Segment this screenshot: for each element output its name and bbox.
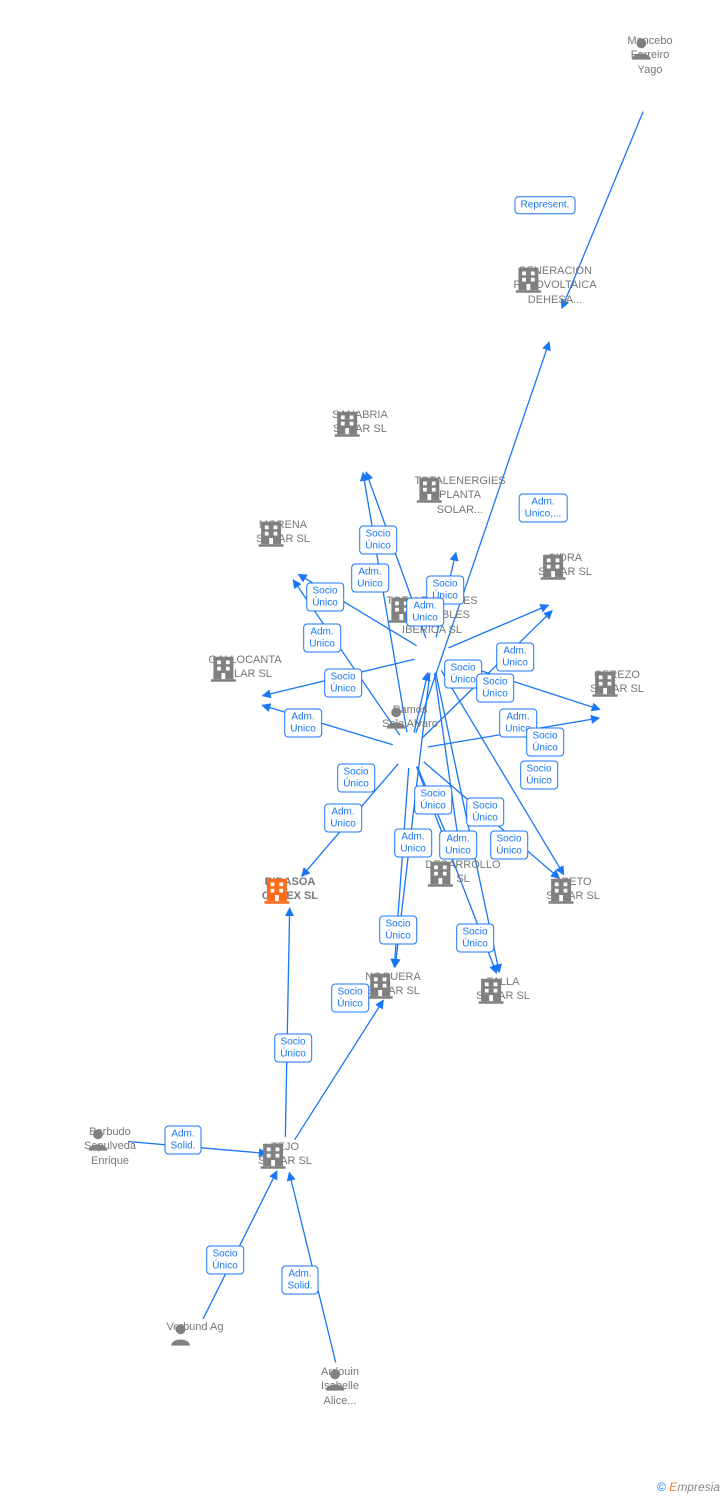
- edge-label: Adm.Unico,...: [519, 494, 568, 523]
- graph-edges: [0, 0, 728, 1500]
- node-barbudo[interactable]: BarbudoSepulvedaEnrique: [84, 1125, 136, 1168]
- edge-label: SocioÚnico: [490, 831, 528, 860]
- node-verbund[interactable]: Verbund Ag: [167, 1320, 224, 1334]
- edge-label: SocioÚnico: [359, 526, 397, 555]
- edge-label: Adm.Unico: [439, 831, 477, 860]
- edge-label: SocioÚnico: [337, 764, 375, 793]
- edge-label: Represent.: [515, 196, 576, 214]
- edge-label: SocioÚnico: [456, 924, 494, 953]
- node-falla[interactable]: FALLASOLAR SL: [476, 975, 530, 1004]
- edge-line: [262, 705, 393, 745]
- node-ardouin[interactable]: ArdouinIsabelleAlice...: [321, 1365, 359, 1408]
- edge-line: [435, 673, 461, 855]
- node-morena[interactable]: MORENASOLAR SL: [256, 518, 310, 547]
- node-sanabria[interactable]: SANABRIASOLAR SL: [332, 408, 388, 437]
- edge-label: Adm.Unico: [496, 643, 534, 672]
- node-mancebo[interactable]: ManceboFerreiroYago: [627, 34, 672, 77]
- edge-label: SocioÚnico: [520, 761, 558, 790]
- edge-label: Adm.Unico: [394, 829, 432, 858]
- edge-label: Adm.Unico: [303, 624, 341, 653]
- copyright: © Empresia: [657, 1480, 720, 1494]
- edge-label: SocioÚnico: [331, 984, 369, 1013]
- edge-label: Adm.Solid.: [281, 1266, 318, 1295]
- edge-label: SocioÚnico: [414, 786, 452, 815]
- node-cerezo[interactable]: CEREZOSOLAR SL: [590, 668, 644, 697]
- edge-label: SocioÚnico: [324, 669, 362, 698]
- edge-label: SocioÚnico: [526, 728, 564, 757]
- node-gallocanta[interactable]: GALLOCANTASOLAR SL: [208, 653, 281, 682]
- edge-label: Adm.Unico: [284, 709, 322, 738]
- node-tejo[interactable]: TEJOSOLAR SL: [258, 1140, 312, 1169]
- node-abeto[interactable]: ABETOSOLAR SL: [546, 875, 600, 904]
- edge-label: SocioÚnico: [379, 916, 417, 945]
- edge-label: SocioÚnico: [274, 1034, 312, 1063]
- node-totalplant[interactable]: TOTALENERGIESPLANTASOLAR...: [414, 474, 505, 517]
- node-ramos[interactable]: RamosSola Alvaro: [382, 703, 438, 732]
- edge-label: SocioÚnico: [206, 1246, 244, 1275]
- edge-line: [295, 1000, 384, 1140]
- edge-line: [285, 908, 289, 1137]
- edge-label: SocioÚnico: [306, 583, 344, 612]
- node-noguera[interactable]: NOGUERASOLAR SL: [365, 970, 421, 999]
- edge-label: SocioÚnico: [476, 674, 514, 703]
- node-bidasoa[interactable]: BIDASOACONEX SL: [262, 875, 318, 904]
- edge-label: SocioÚnico: [466, 798, 504, 827]
- node-desarrollo[interactable]: DESARROLLOSL: [425, 858, 500, 887]
- edge-label: Adm.Solid.: [164, 1126, 201, 1155]
- edge-label: Adm.Unico: [406, 598, 444, 627]
- edge-label: Adm.Unico: [324, 804, 362, 833]
- node-cidra[interactable]: CIDRASOLAR SL: [538, 551, 592, 580]
- node-generacion[interactable]: GENERACIONFOTOVOLTAICADEHESA...: [513, 264, 596, 307]
- edge-label: Adm.Unico: [351, 564, 389, 593]
